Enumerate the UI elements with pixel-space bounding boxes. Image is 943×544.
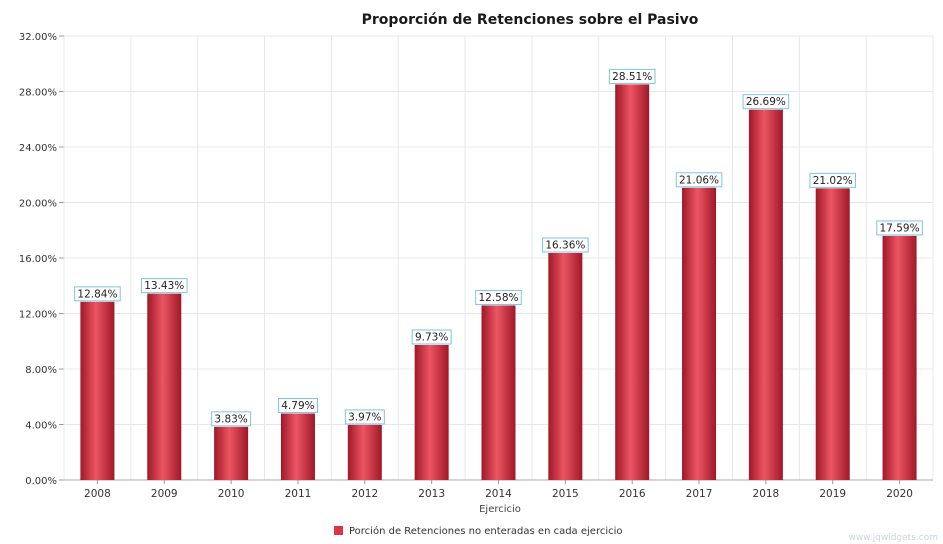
legend-label: Porción de Retenciones no enteradas en c… — [349, 525, 623, 537]
x-tick-label: 2018 — [753, 488, 780, 500]
bar — [147, 293, 182, 480]
x-tick-label: 2008 — [84, 488, 111, 500]
x-tick-label: 2012 — [351, 488, 378, 500]
data-label: 12.84% — [77, 288, 117, 300]
legend[interactable]: Porción de Retenciones no enteradas en c… — [334, 525, 623, 537]
data-label-box — [675, 172, 723, 188]
data-label: 3.97% — [348, 411, 381, 423]
data-label: 3.83% — [214, 413, 247, 425]
x-axis-label: Ejercicio — [479, 504, 521, 515]
chart-title: Proporción de Retenciones sobre el Pasiv… — [362, 12, 699, 28]
data-label-box — [277, 398, 318, 414]
x-tick-label: 2009 — [151, 488, 178, 500]
data-label-box — [140, 278, 188, 294]
data-label-box — [608, 68, 656, 84]
legend-swatch — [334, 526, 343, 535]
bar — [414, 344, 449, 480]
x-tick-label: 2015 — [552, 488, 579, 500]
data-label: 12.58% — [478, 292, 518, 304]
data-label: 26.69% — [746, 96, 786, 108]
data-label: 16.36% — [545, 240, 585, 252]
watermark: www.jqwidgets.com — [849, 533, 938, 543]
data-label: 13.43% — [144, 280, 184, 292]
y-tick-label: 20.00% — [19, 199, 57, 210]
y-tick-label: 32.00% — [19, 32, 57, 43]
y-tick-label: 16.00% — [19, 254, 57, 265]
x-tick-label: 2013 — [418, 488, 445, 500]
y-tick-label: 12.00% — [19, 310, 57, 321]
y-axis: 0.00% 4.00% 8.00% 12.00% 16.00% 20.00% 24.00% 2… — [19, 32, 57, 487]
data-label-box — [74, 286, 121, 302]
x-tick-label: 2014 — [485, 488, 512, 500]
bar — [80, 301, 115, 480]
x-tick-label: 2010 — [218, 488, 245, 500]
data-label: 21.06% — [679, 174, 719, 186]
x-tick-label: 2016 — [619, 488, 646, 500]
y-tick-label: 8.00% — [25, 365, 57, 376]
data-labels: 12.84% 13.43% 3.83% 4.79% 3.97% 9.73% 12.58% 16… — [74, 68, 923, 427]
bars — [80, 84, 917, 481]
bar — [481, 305, 516, 480]
bar — [682, 187, 717, 481]
x-tick-label: 2019 — [819, 488, 846, 500]
data-label-box — [742, 94, 790, 110]
x-tick-label: 2011 — [285, 488, 312, 500]
x-axis: 2008 2009 2010 2011 2012 2013 2014 2015 2016 2017… — [84, 480, 913, 500]
x-tick-label: 2020 — [886, 488, 913, 500]
data-label: 17.59% — [880, 222, 920, 234]
y-tick-label: 28.00% — [19, 88, 57, 99]
x-tick-label: 2017 — [686, 488, 713, 500]
data-label-box — [809, 172, 857, 188]
data-label: 21.02% — [813, 175, 853, 187]
data-label-box — [542, 237, 589, 253]
data-label-box — [344, 409, 385, 425]
bar — [214, 426, 249, 480]
y-tick-label: 24.00% — [19, 143, 57, 154]
data-label-box — [876, 220, 923, 236]
grid — [59, 35, 934, 481]
bar — [882, 235, 917, 480]
y-tick-label: 4.00% — [25, 421, 57, 432]
bar — [748, 109, 783, 481]
data-label: 9.73% — [415, 331, 448, 343]
data-label-box — [411, 329, 452, 345]
data-label: 4.79% — [281, 400, 314, 412]
bar — [347, 424, 382, 480]
data-label-box — [475, 289, 522, 305]
data-label-box — [211, 411, 252, 427]
bar — [548, 253, 583, 480]
y-tick-label: 0.00% — [25, 476, 57, 487]
data-label: 28.51% — [612, 71, 652, 83]
bar — [615, 84, 650, 480]
bar — [815, 188, 850, 480]
bar — [280, 413, 315, 480]
